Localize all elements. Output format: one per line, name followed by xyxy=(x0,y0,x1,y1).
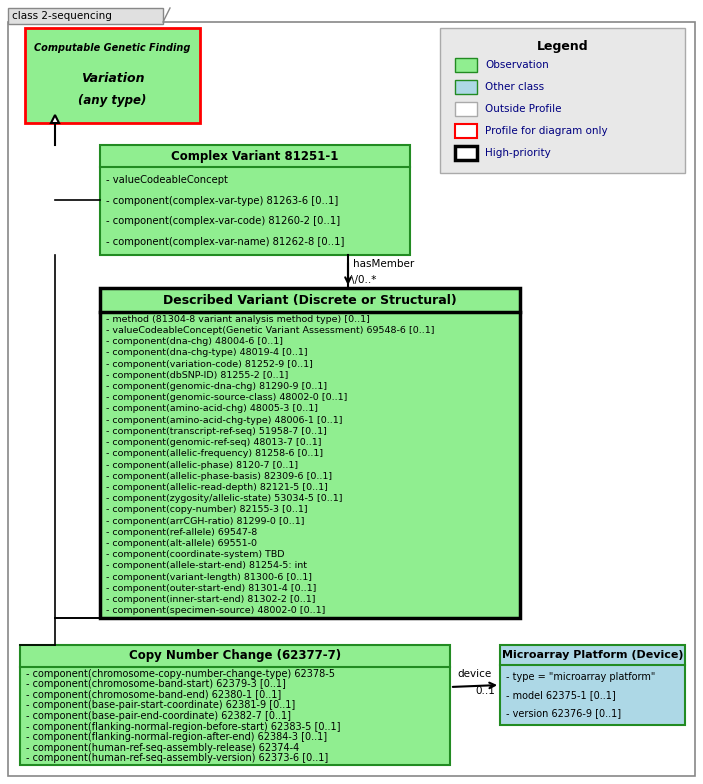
Text: - component(dbSNP-ID) 81255-2 [0..1]: - component(dbSNP-ID) 81255-2 [0..1] xyxy=(106,371,288,379)
Polygon shape xyxy=(51,115,59,123)
Text: - type = "microarray platform": - type = "microarray platform" xyxy=(506,672,655,682)
Bar xyxy=(455,58,477,72)
Text: Complex Variant 81251-1: Complex Variant 81251-1 xyxy=(172,150,339,162)
Text: - component(arrCGH-ratio) 81299-0 [0..1]: - component(arrCGH-ratio) 81299-0 [0..1] xyxy=(106,517,304,525)
Text: \/0..*: \/0..* xyxy=(351,274,376,285)
Text: - component(coordinate-system) TBD: - component(coordinate-system) TBD xyxy=(106,550,285,559)
Text: - component(flanking-normal-region-before-start) 62383-5 [0..1]: - component(flanking-normal-region-befor… xyxy=(26,721,340,731)
Bar xyxy=(8,8,163,24)
Text: - component(dna-chg) 48004-6 [0..1]: - component(dna-chg) 48004-6 [0..1] xyxy=(106,337,283,347)
Text: - component(complex-var-type) 81263-6 [0..1]: - component(complex-var-type) 81263-6 [0… xyxy=(106,196,338,205)
Text: - component(outer-start-end) 81301-4 [0..1]: - component(outer-start-end) 81301-4 [0.… xyxy=(106,584,316,593)
Text: - component(specimen-source) 48002-0 [0..1]: - component(specimen-source) 48002-0 [0.… xyxy=(106,606,325,615)
Text: - component(dna-chg-type) 48019-4 [0..1]: - component(dna-chg-type) 48019-4 [0..1] xyxy=(106,348,308,358)
Text: Described Variant (Discrete or Structural): Described Variant (Discrete or Structura… xyxy=(163,293,457,307)
Text: - component(flanking-normal-region-after-end) 62384-3 [0..1]: - component(flanking-normal-region-after… xyxy=(26,732,327,742)
Text: - component(complex-var-code) 81260-2 [0..1]: - component(complex-var-code) 81260-2 [0… xyxy=(106,216,340,227)
Text: - component(human-ref-seq-assembly-release) 62374-4: - component(human-ref-seq-assembly-relea… xyxy=(26,742,299,753)
Text: - component(allele-start-end) 81254-5: int: - component(allele-start-end) 81254-5: i… xyxy=(106,561,307,571)
Text: - component(inner-start-end) 81302-2 [0..1]: - component(inner-start-end) 81302-2 [0.… xyxy=(106,595,316,604)
Text: - valueCodeableConcept: - valueCodeableConcept xyxy=(106,176,228,185)
Text: - component(genomic-source-class) 48002-0 [0..1]: - component(genomic-source-class) 48002-… xyxy=(106,394,347,402)
Text: Outside Profile: Outside Profile xyxy=(485,104,562,114)
Text: - method (81304-8 variant analysis method type) [0..1]: - method (81304-8 variant analysis metho… xyxy=(106,315,370,324)
Text: hasMember: hasMember xyxy=(353,259,414,268)
Text: - component(base-pair-end-coordinate) 62382-7 [0..1]: - component(base-pair-end-coordinate) 62… xyxy=(26,711,291,721)
Text: - component(copy-number) 82155-3 [0..1]: - component(copy-number) 82155-3 [0..1] xyxy=(106,506,308,514)
Text: - component(allelic-frequency) 81258-6 [0..1]: - component(allelic-frequency) 81258-6 [… xyxy=(106,449,323,459)
Bar xyxy=(500,645,685,725)
Text: - component(chromosome-copy-number-change-type) 62378-5: - component(chromosome-copy-number-chang… xyxy=(26,669,335,679)
Text: 0..1: 0..1 xyxy=(475,686,495,696)
Text: - component(genomic-dna-chg) 81290-9 [0..1]: - component(genomic-dna-chg) 81290-9 [0.… xyxy=(106,382,327,391)
Text: - component(amino-acid-chg) 48005-3 [0..1]: - component(amino-acid-chg) 48005-3 [0..… xyxy=(106,405,318,413)
Bar xyxy=(20,645,450,765)
Bar xyxy=(440,28,685,173)
Text: - component(allelic-phase-basis) 82309-6 [0..1]: - component(allelic-phase-basis) 82309-6… xyxy=(106,472,332,481)
Text: Profile for diagram only: Profile for diagram only xyxy=(485,126,607,136)
Text: - valueCodeableConcept(Genetic Variant Assessment) 69548-6 [0..1]: - valueCodeableConcept(Genetic Variant A… xyxy=(106,326,434,335)
Text: class 2-sequencing: class 2-sequencing xyxy=(12,11,112,21)
Bar xyxy=(25,28,200,123)
Text: Other class: Other class xyxy=(485,82,544,92)
Text: - component(ref-allele) 69547-8: - component(ref-allele) 69547-8 xyxy=(106,528,257,537)
Text: Variation: Variation xyxy=(81,71,144,85)
Bar xyxy=(100,288,520,618)
Text: Microarray Platform (Device): Microarray Platform (Device) xyxy=(502,650,683,660)
Bar xyxy=(455,80,477,94)
Text: - version 62376-9 [0..1]: - version 62376-9 [0..1] xyxy=(506,708,621,718)
Text: - component(alt-allele) 69551-0: - component(alt-allele) 69551-0 xyxy=(106,539,257,548)
Text: - component(allelic-read-depth) 82121-5 [0..1]: - component(allelic-read-depth) 82121-5 … xyxy=(106,483,328,492)
Text: - component(transcript-ref-seq) 51958-7 [0..1]: - component(transcript-ref-seq) 51958-7 … xyxy=(106,426,327,436)
Text: (any type): (any type) xyxy=(78,93,147,107)
Text: - component(zygosity/allelic-state) 53034-5 [0..1]: - component(zygosity/allelic-state) 5303… xyxy=(106,494,342,503)
Text: Observation: Observation xyxy=(485,60,549,70)
Text: Copy Number Change (62377-7): Copy Number Change (62377-7) xyxy=(129,649,341,662)
Text: Computable Genetic Finding: Computable Genetic Finding xyxy=(34,43,191,53)
Bar xyxy=(455,146,477,160)
Text: - component(amino-acid-chg-type) 48006-1 [0..1]: - component(amino-acid-chg-type) 48006-1… xyxy=(106,416,342,425)
Bar xyxy=(455,102,477,116)
Text: - component(base-pair-start-coordinate) 62381-9 [0..1]: - component(base-pair-start-coordinate) … xyxy=(26,700,295,710)
Bar xyxy=(455,124,477,138)
Text: - component(allelic-phase) 8120-7 [0..1]: - component(allelic-phase) 8120-7 [0..1] xyxy=(106,460,298,470)
Bar xyxy=(100,145,410,255)
Text: - component(chromosome-band-start) 62379-3 [0..1]: - component(chromosome-band-start) 62379… xyxy=(26,680,286,689)
Text: - component(variant-length) 81300-6 [0..1]: - component(variant-length) 81300-6 [0..… xyxy=(106,572,312,582)
Text: - component(genomic-ref-seq) 48013-7 [0..1]: - component(genomic-ref-seq) 48013-7 [0.… xyxy=(106,438,321,447)
Text: Legend: Legend xyxy=(536,39,588,53)
Text: High-priority: High-priority xyxy=(485,148,550,158)
Text: - model 62375-1 [0..1]: - model 62375-1 [0..1] xyxy=(506,690,616,700)
Text: - component(variation-code) 81252-9 [0..1]: - component(variation-code) 81252-9 [0..… xyxy=(106,360,313,368)
Text: - component(chromosome-band-end) 62380-1 [0..1]: - component(chromosome-band-end) 62380-1… xyxy=(26,690,281,700)
Text: device: device xyxy=(458,669,492,679)
Text: - component(human-ref-seq-assembly-version) 62373-6 [0..1]: - component(human-ref-seq-assembly-versi… xyxy=(26,753,328,763)
Text: - component(complex-var-name) 81262-8 [0..1]: - component(complex-var-name) 81262-8 [0… xyxy=(106,237,344,247)
